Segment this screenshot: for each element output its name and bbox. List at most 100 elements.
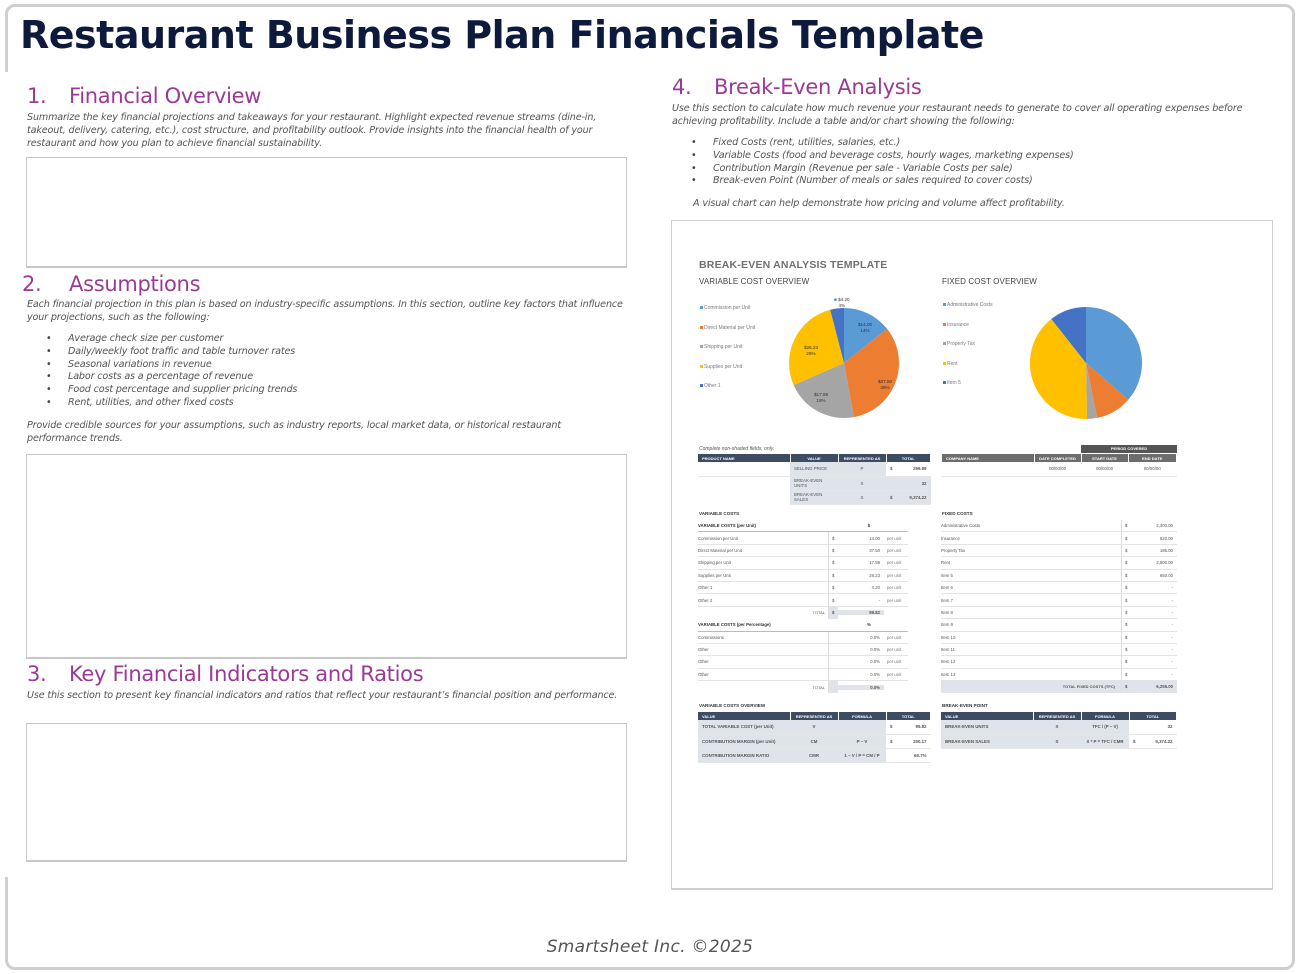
fixed-costs-title: FIXED COSTS — [942, 511, 973, 516]
column-header: REPRESENTED AS — [790, 712, 839, 720]
total-cell: $99.82 — [886, 720, 931, 735]
total-row: TOTAL $99.82 — [698, 606, 908, 620]
column-header: TOTAL — [886, 712, 931, 720]
column-header: FORMULA — [838, 712, 887, 720]
formula: TFC / (P – V) — [1081, 720, 1129, 735]
list-item[interactable]: Item 7 $ - — [941, 594, 1177, 607]
page-title: Restaurant Business Plan Financials Temp… — [20, 13, 984, 57]
break-even-note: A visual chart can help demonstrate how … — [693, 198, 1065, 209]
total-cell: $9,374.22 — [1129, 734, 1177, 749]
column-header: VALUE — [941, 712, 1034, 720]
list-item[interactable]: Commissions 0.0% per unit — [698, 631, 908, 644]
key-indicators-input[interactable] — [26, 723, 627, 862]
list-item[interactable]: Other 0.0% per unit — [698, 643, 908, 657]
column-header: VALUE — [698, 712, 791, 720]
list-item[interactable]: Rent $2,500.00 — [941, 557, 1177, 570]
assumptions-bullet-list: Average check size per customer Daily/we… — [46, 333, 297, 410]
date-completed-cell[interactable]: 00/00/00 — [1034, 462, 1081, 477]
variable-costs-per-unit-list: VARIABLE COSTS (per Unit) $ Commission pe… — [698, 520, 908, 694]
list-item[interactable]: Item 6 $ - — [941, 581, 1177, 595]
list-item[interactable]: Other 2 $ - per unit — [698, 594, 908, 607]
frame-gap — [5, 72, 8, 877]
fixed-cost-chart-title: FIXED COST OVERVIEW — [942, 277, 1037, 286]
legend-swatch-icon — [700, 345, 703, 348]
column-header: TOTAL — [886, 454, 931, 462]
assumptions-description: Each financial projection in this plan i… — [27, 299, 623, 323]
legend-item: Shipping per Unit — [700, 344, 755, 364]
assumptions-input[interactable] — [26, 454, 627, 659]
list-item[interactable]: Administrative Costs $2,300.00 — [941, 520, 1177, 533]
list-item[interactable]: Item 9 $ - — [941, 619, 1177, 632]
bullet-item: Fixed Costs (rent, utilities, salaries, … — [691, 137, 1074, 150]
row-label: TOTAL VARIABLE COST (per Unit) — [698, 720, 790, 735]
list-item[interactable]: Insurance $620.00 — [941, 532, 1177, 545]
legend-label: Shipping per Unit — [704, 344, 743, 350]
company-name-cell[interactable] — [942, 462, 1034, 477]
financial-overview-input[interactable] — [26, 157, 627, 268]
bullet-item: Daily/weekly foot traffic and table turn… — [46, 346, 297, 359]
bullet-item: Rent, utilities, and other fixed costs — [46, 397, 297, 410]
financial-overview-description: Summarize the key financial projections … — [27, 112, 597, 149]
fixed-cost-legend: Administrative Costs Insurance Property … — [943, 302, 993, 400]
empty-cell — [698, 476, 790, 490]
table-row: CONTRIBUTION MARGIN RATIO CMR 1 – V / P … — [698, 748, 931, 763]
represented-as: CM — [790, 734, 838, 749]
key-indicators-description: Use this section to present key financia… — [27, 690, 618, 701]
company-table: COMPANY NAME DATE COMPLETED START DATE E… — [942, 454, 1177, 477]
section-number: 2. — [22, 272, 42, 296]
product-name-cell[interactable] — [698, 462, 790, 477]
legend-label: Property Tax — [947, 341, 975, 347]
list-item[interactable]: Item 10 $ - — [941, 631, 1177, 644]
pie-data-label: ■ $4.20 4% — [834, 297, 850, 308]
list-item[interactable]: Property Tax $185.00 — [941, 544, 1177, 558]
list-item[interactable]: Direct Material per Unit $37.50 per unit — [698, 544, 908, 558]
list-item[interactable]: Shipping per Unit $17.89 per unit — [698, 557, 908, 570]
list-item[interactable]: Other 0.0% per unit — [698, 668, 908, 682]
table-row: TOTAL VARIABLE COST (per Unit) V $99.82 — [698, 720, 931, 735]
legend-swatch-icon — [700, 325, 703, 329]
list-item[interactable]: Other 1 $4.20 per unit — [698, 581, 908, 595]
section-heading-assumptions: 2. Assumptions — [22, 272, 201, 296]
list-item[interactable]: Item 8 $ - — [941, 606, 1177, 620]
column-header: END DATE — [1128, 454, 1177, 462]
list-item[interactable]: Other 0.0% per unit — [698, 656, 908, 669]
legend-swatch-icon — [700, 384, 703, 387]
represented-as: S — [838, 490, 886, 505]
total-cell: $9,374.22 — [886, 490, 931, 505]
row-label: BREAK-EVEN UNITS — [941, 720, 1033, 735]
list-item[interactable]: Item 5 $650.00 — [941, 569, 1177, 582]
legend-swatch-icon — [943, 322, 946, 326]
start-date-cell[interactable]: 00/00/00 — [1081, 462, 1128, 477]
represented-as: S — [1033, 734, 1081, 749]
legend-item: Commission per Unit — [700, 305, 755, 325]
section-title: Assumptions — [69, 272, 201, 296]
pie-data-label: $17.89 18% — [814, 392, 829, 403]
list-item[interactable]: Item 13 $ - — [941, 668, 1177, 682]
row-label: CONTRIBUTION MARGIN (per Unit) — [698, 734, 790, 749]
list-item[interactable]: Item 11 $ - — [941, 643, 1177, 657]
list-item[interactable]: Supplies per Unit $26.23 per unit — [698, 569, 908, 582]
table-row: BREAK-EVEN UNITS X 32 — [698, 476, 931, 491]
legend-swatch-icon — [700, 364, 703, 368]
end-date-cell[interactable]: 00/00/00 — [1128, 462, 1177, 477]
list-item[interactable]: Commission per Unit $14.00 per unit — [698, 532, 908, 545]
variable-costs-overview-title: VARIABLE COSTS OVERVIEW — [699, 703, 766, 708]
bullet-item: Labor costs as a percentage of revenue — [46, 371, 297, 384]
legend-item: Other 1 — [700, 383, 755, 403]
legend-label: Administrative Costs — [947, 302, 993, 308]
assumptions-note: Provide credible sources for your assump… — [27, 420, 561, 444]
total-cell[interactable]: $299.99 — [886, 462, 931, 477]
legend-label: Item 5 — [947, 380, 961, 386]
list-item[interactable]: Item 12 $ - — [941, 656, 1177, 669]
legend-item: Administrative Costs — [943, 302, 993, 322]
formula — [838, 720, 886, 735]
bullet-item: Variable Costs (food and beverage costs,… — [691, 150, 1074, 163]
bullet-item: Food cost percentage and supplier pricin… — [46, 384, 297, 397]
row-label: BREAK-EVEN SALES — [790, 490, 838, 505]
legend-label: Other 1 — [704, 383, 721, 389]
legend-swatch-icon — [943, 342, 946, 345]
total-cell: $200.17 — [886, 734, 931, 749]
pie-data-label: $37.50 38% — [878, 379, 893, 390]
table-row: BREAK-EVEN UNITS X TFC / (P – V) 32 — [941, 720, 1177, 735]
section-title: Key Financial Indicators and Ratios — [69, 662, 424, 686]
